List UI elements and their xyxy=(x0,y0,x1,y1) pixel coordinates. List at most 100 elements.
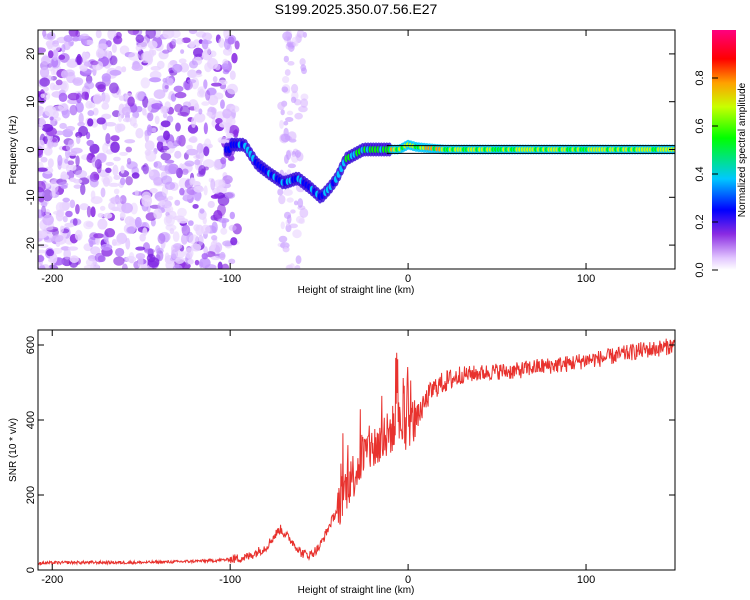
spectrogram-noise-blob xyxy=(83,61,92,67)
spectrogram-noise-blob xyxy=(200,224,211,235)
spectrogram-x-label: Height of straight line (km) xyxy=(298,285,415,296)
spectrogram-noise-blob xyxy=(66,202,71,209)
spectrogram-noise-blob xyxy=(50,56,61,69)
spectrogram-noise-blob xyxy=(112,241,122,246)
spectrogram-noise-blob xyxy=(42,189,53,202)
spectrogram-noise-blob xyxy=(105,167,112,173)
spectrogram-noise-blob xyxy=(184,160,195,167)
snr-panel: -200 -100 0 100 0 200 400 600 Height of straig… xyxy=(8,329,676,596)
spectrogram-noise-blob xyxy=(72,218,78,226)
spectrogram-noise-blob xyxy=(38,105,44,117)
spectrogram-noise-blob xyxy=(280,109,285,116)
spectrogram-noise-blob xyxy=(131,64,144,72)
spectrogram-noise-blob xyxy=(189,136,198,144)
spectrogram-noise-blob xyxy=(90,206,96,218)
spectrogram-noise-blob xyxy=(144,248,155,254)
spectrogram-noise-blob xyxy=(47,158,54,168)
spectrogram-noise-blob xyxy=(218,37,225,48)
spectrogram-noise-blob xyxy=(121,263,128,269)
spectrogram-noise-blob xyxy=(162,49,170,54)
spectrogram-noise-blob xyxy=(189,60,198,69)
spectrogram-noise-blob xyxy=(280,133,291,143)
snr-x-label: Height of straight line (km) xyxy=(298,585,415,596)
spectrogram-noise-blob xyxy=(135,127,144,139)
spectrogram-noise-blob xyxy=(211,235,218,241)
colorbar-tick-label: 0.8 xyxy=(694,70,706,85)
spectrogram-noise-blob xyxy=(101,102,110,110)
spectrogram-noise-blob xyxy=(199,150,204,163)
spectrogram-noise-blob xyxy=(210,255,221,261)
spectrogram-noise-blob xyxy=(85,100,93,109)
spectrogram-noise-blob xyxy=(222,48,233,56)
snr-x-tick-label: 0 xyxy=(405,574,411,586)
spectrogram-noise-blob xyxy=(142,163,149,175)
spectrogram-noise-blob xyxy=(64,158,69,164)
spectrogram-noise-blob xyxy=(135,91,145,101)
spectrogram-noise-blob xyxy=(230,105,240,113)
spectrogram-noise-blob xyxy=(192,203,199,209)
spectrogram-noise-blob xyxy=(44,208,51,216)
spectrogram-noise-blob xyxy=(190,243,202,252)
spectrogram-noise-blob xyxy=(226,83,238,95)
spectrogram-noise-blob xyxy=(135,34,145,44)
spectrogram-noise-blob xyxy=(293,40,299,47)
spectrogram-noise-blob xyxy=(196,143,204,154)
spectrogram-noise-blob xyxy=(59,225,64,233)
spectrogram-noise-blob xyxy=(57,154,63,166)
spectrogram-noise-blob xyxy=(199,208,205,214)
spectrogram-noise-blob xyxy=(69,255,79,264)
spectrogram-noise-blob xyxy=(187,123,199,134)
spectrogram-noise-blob xyxy=(102,143,109,154)
spectrogram-noise-blob xyxy=(62,215,68,223)
spectrogram-noise-blob xyxy=(147,101,152,112)
spectrogram-noise-blob xyxy=(43,147,53,156)
spectrogram-x-tick-label: 100 xyxy=(577,273,595,285)
snr-x-tick-label: -100 xyxy=(219,574,241,586)
spectrogram-noise-blob xyxy=(62,197,70,203)
spectrogram-noise-blob xyxy=(282,31,293,41)
spectrogram-noise-blob xyxy=(160,152,172,161)
spectrogram-noise-blob xyxy=(151,127,157,133)
spectrogram-noise-blob xyxy=(162,112,168,119)
spectrogram-noise-blob xyxy=(52,110,59,119)
snr-y-ticks: 0 200 400 600 xyxy=(25,336,675,573)
spectrogram-noise-blob xyxy=(194,259,200,266)
spectrogram-noise-blob xyxy=(224,191,236,199)
spectrogram-noise-blob xyxy=(114,123,122,134)
spectrogram-noise-blob xyxy=(75,169,88,179)
spectrogram-noise-blob xyxy=(51,234,64,242)
spectrogram-noise-blob xyxy=(229,70,236,81)
spectrogram-noise-blob xyxy=(40,93,45,99)
spectrogram-noise-blob xyxy=(167,195,174,201)
spectrogram-noise-blob xyxy=(60,70,69,79)
spectrogram-noise-blob xyxy=(278,235,288,243)
spectrogram-noise-blob xyxy=(177,218,189,224)
spectrogram-noise-blob xyxy=(103,212,113,219)
spectrogram-noise-blob xyxy=(121,66,127,73)
spectrogram-noise-blob xyxy=(85,39,94,45)
spectrogram-noise-blob xyxy=(149,70,162,80)
spectrogram-noise-blob xyxy=(219,251,226,261)
spectrogram-noise-blob xyxy=(283,55,289,63)
spectrogram-noise-blob xyxy=(202,216,207,225)
spectrogram-noise-blob xyxy=(69,104,78,116)
snr-y-tick-label: 400 xyxy=(25,411,37,429)
spectrogram-noise-blob xyxy=(127,30,140,36)
spectrogram-noise-blob xyxy=(69,199,76,209)
spectrogram-noise-blob xyxy=(174,199,181,206)
spectrogram-noise-blob xyxy=(67,92,80,101)
spectrogram-noise-blob xyxy=(280,221,285,230)
spectrogram-noise-blob xyxy=(83,52,90,60)
spectrogram-y-tick-label: 10 xyxy=(25,96,37,108)
spectrogram-noise-blob xyxy=(55,79,63,86)
spectrogram-noise-blob xyxy=(299,58,306,66)
spectrogram-noise-blob xyxy=(294,149,302,158)
spectrogram-noise-blob xyxy=(84,81,95,90)
spectrogram-noise-blob xyxy=(142,96,149,108)
spectrogram-noise-blob xyxy=(296,30,305,38)
spectrogram-noise-blob xyxy=(78,112,84,125)
spectrogram-noise-blob xyxy=(113,156,121,162)
spectrogram-noise-blob xyxy=(80,183,86,196)
spectrogram-noise-blob xyxy=(119,45,130,55)
spectrogram-noise-blob xyxy=(97,84,106,93)
